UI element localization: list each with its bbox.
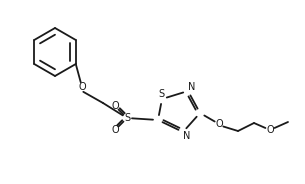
Text: S: S [158,89,164,99]
Text: O: O [266,125,274,135]
Text: O: O [78,82,86,92]
Text: N: N [188,82,196,92]
Text: O: O [111,101,119,111]
Text: N: N [183,131,191,141]
Text: O: O [111,125,119,135]
Text: O: O [215,119,223,129]
Text: S: S [124,113,130,123]
